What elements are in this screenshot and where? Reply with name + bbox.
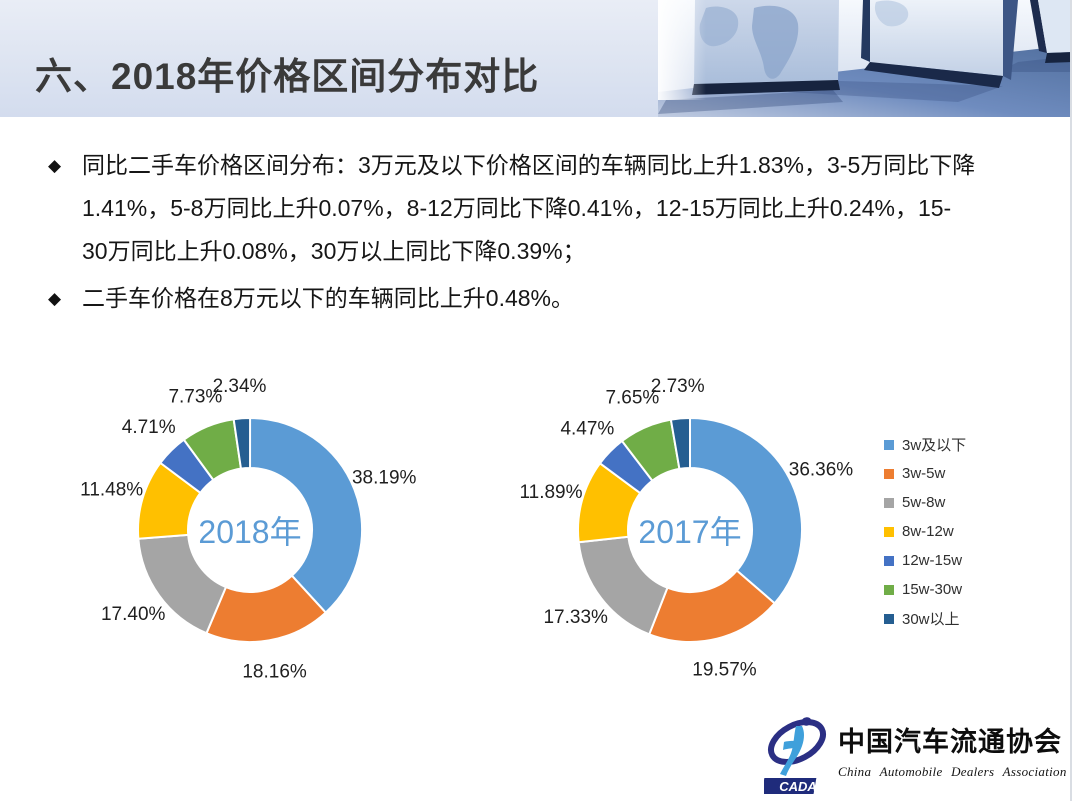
bullet-item-2: ◆ 二手车价格在8万元以下的车辆同比上升0.48%。 (48, 277, 1038, 320)
slice-data-label: 4.47% (560, 418, 614, 439)
legend-label: 12w-15w (902, 552, 963, 569)
donut-slice-30w以上 (232, 416, 252, 470)
donut-slice-30w以上 (669, 416, 691, 470)
slice-data-label: 2.34% (213, 376, 267, 397)
donut-slice-3w及以下 (689, 417, 803, 605)
logo-name-en: China Automobile Dealers Association (838, 764, 1067, 779)
bullet-text-line: 二手车价格在8万元以下的车辆同比上升0.48%。 (82, 285, 575, 311)
legend-label: 30w以上 (902, 611, 960, 628)
header-cubes-image (658, 0, 1070, 117)
logo-name-cn: 中国汽车流通协会 (838, 727, 1062, 757)
header-bar: 六、2018年价格区间分布对比 (0, 0, 1070, 117)
legend-item: 30w以上 (884, 604, 966, 633)
legend-item: 5w-8w (884, 488, 966, 517)
donut-slice-3w及以下 (249, 417, 363, 614)
slice-data-label: 7.65% (605, 388, 659, 409)
legend-swatch (884, 468, 894, 479)
slice-data-label: 11.89% (519, 482, 582, 503)
legend-swatch (884, 439, 894, 450)
cada-logo-icon: CADA (764, 717, 826, 794)
diamond-bullet-icon: ◆ (48, 289, 62, 308)
legend-swatch (884, 497, 894, 508)
legend-swatch (884, 584, 894, 595)
slice-data-label: 4.71% (122, 417, 176, 438)
bullet-text-line: 1.41%，5-8万同比上升0.07%，8-12万同比下降0.41%，12-15… (82, 195, 952, 221)
slice-data-label: 19.57% (692, 659, 757, 680)
cada-logo: CADA 中国汽车流通协会 China Automobile Dealers A… (764, 710, 1070, 796)
legend-label: 15w-30w (902, 581, 963, 598)
legend-swatch (884, 555, 894, 566)
legend-label: 5w-8w (902, 494, 946, 511)
legend-label: 8w-12w (902, 523, 954, 540)
legend-item: 12w-15w (884, 546, 966, 575)
slice-data-label: 17.40% (101, 604, 166, 625)
donut-center-label: 2017年 (638, 514, 741, 550)
slice-data-label: 7.73% (168, 386, 222, 407)
slice-data-label: 2.73% (651, 376, 705, 397)
cada-abbr-text: CADA (779, 779, 817, 794)
chart-legend: 3w及以下 3w-5w 5w-8w 8w-12w 12w-15w 15w-30w 30w以上 (884, 430, 966, 633)
slice-data-label: 11.48% (80, 479, 143, 500)
legend-label: 3w-5w (902, 465, 946, 482)
diamond-bullet-icon: ◆ (48, 156, 62, 175)
slice-data-label: 36.36% (789, 460, 854, 481)
legend-swatch (884, 613, 894, 624)
slice-data-label: 18.16% (242, 661, 307, 682)
legend-item: 3w-5w (884, 459, 966, 488)
legend-label: 3w及以下 (902, 437, 967, 454)
legend-item: 3w及以下 (884, 430, 966, 459)
slice-data-label: 38.19% (352, 467, 417, 488)
legend-item: 15w-30w (884, 575, 966, 604)
bullet-item-1: ◆ 同比二手车价格区间分布：3万元及以下价格区间的车辆同比上升1.83%，3-5万… (48, 144, 1038, 273)
legend-swatch (884, 526, 894, 537)
donut-center-label: 2018年 (198, 514, 301, 550)
bullet-text-line: 同比二手车价格区间分布：3万元及以下价格区间的车辆同比上升1.83%，3-5万同… (82, 152, 976, 178)
slice-data-label: 17.33% (543, 607, 608, 628)
bullet-text-line: 30万同比上升0.08%，30万以上同比下降0.39%； (82, 238, 586, 264)
donut-chart-2017: 36.36% 19.57% 17.33% 11.89% 4.47% 7.65%2.73% 2… (519, 376, 854, 680)
bullet-list: ◆ 同比二手车价格区间分布：3万元及以下价格区间的车辆同比上升1.83%，3-5万… (48, 144, 1038, 324)
legend-item: 8w-12w (884, 517, 966, 546)
donut-chart-2018: 38.19% 18.16% 17.40% 11.48% 4.71% 7.73%2.34% 2… (80, 376, 417, 683)
page-title: 六、2018年价格区间分布对比 (35, 56, 540, 97)
